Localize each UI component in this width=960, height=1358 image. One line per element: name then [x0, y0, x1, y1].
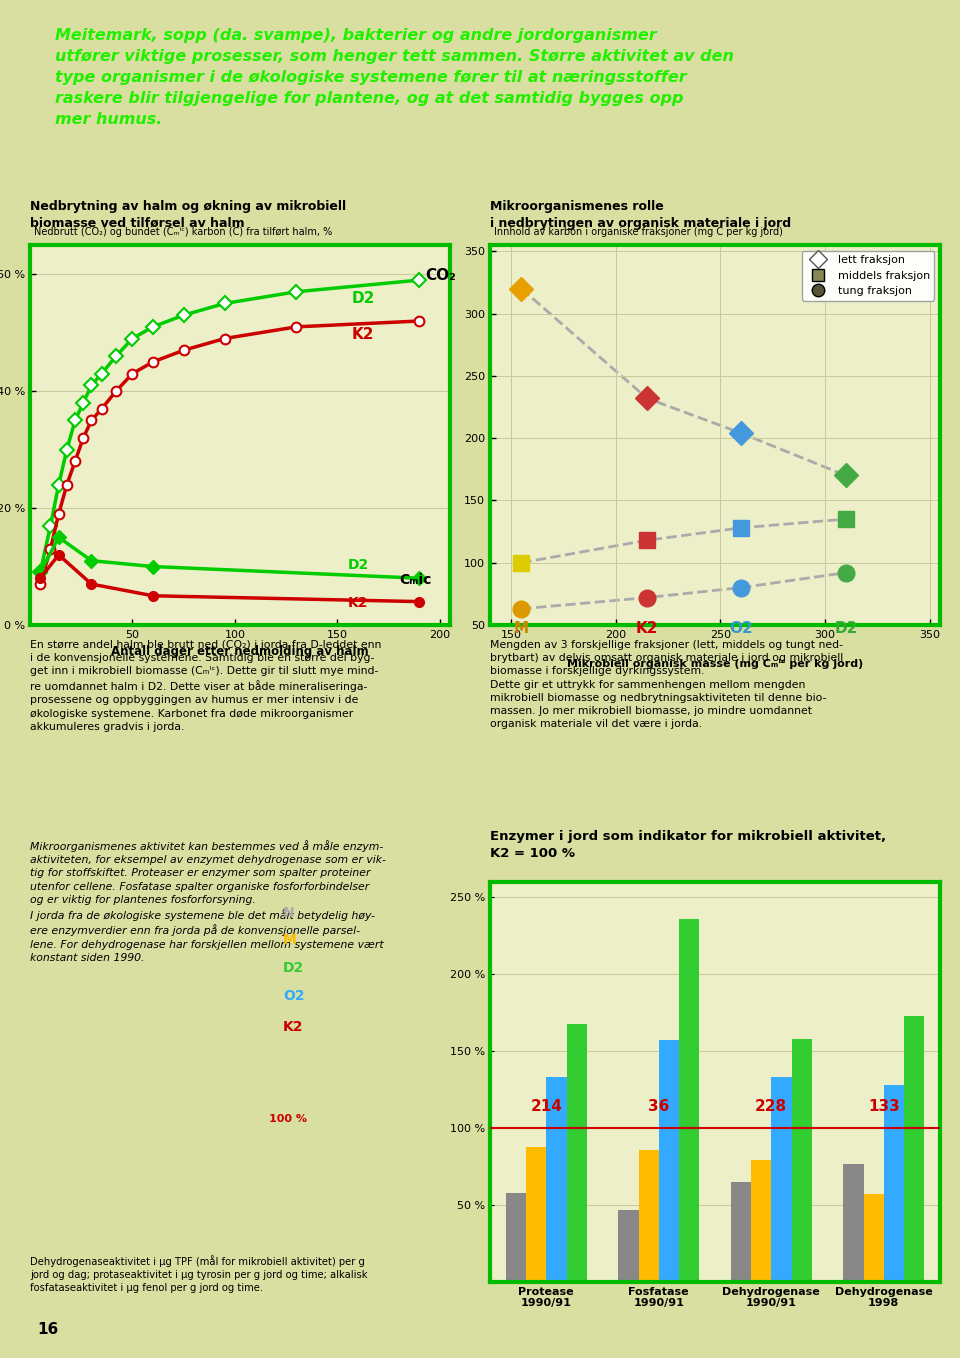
Bar	[659, 1040, 679, 1282]
Text: Dehydrogenaseaktivitet i µg TPF (mål for mikrobiell aktivitet) per g
jord og dag: Dehydrogenaseaktivitet i µg TPF (mål for…	[30, 1255, 368, 1293]
Bar	[566, 1024, 587, 1282]
Text: 228: 228	[756, 1100, 787, 1115]
Text: D2: D2	[283, 961, 304, 975]
Text: 214: 214	[530, 1100, 563, 1115]
Text: Enzymer i jord som indikator for mikrobiell aktivitet,
K2 = 100 %: Enzymer i jord som indikator for mikrobi…	[490, 830, 886, 860]
Bar	[863, 1194, 884, 1282]
Text: En større andel halm ble brutt ned (CO₂) i jorda fra D-leddet enn
i de konvensjo: En større andel halm ble brutt ned (CO₂)…	[30, 640, 381, 732]
Text: D2: D2	[834, 621, 857, 637]
X-axis label: Antall dager etter nedmolding av halm: Antall dager etter nedmolding av halm	[111, 645, 369, 659]
Text: Mikroorganismenes aktivitet kan bestemmes ved å måle enzym-
aktiviteten, for eks: Mikroorganismenes aktivitet kan bestemme…	[30, 841, 386, 963]
Text: Meitemark, sopp (da. svampe), bakterier og andre jordorganismer
utfører viktige : Meitemark, sopp (da. svampe), bakterier …	[55, 29, 733, 128]
Bar	[546, 1077, 566, 1282]
Text: K2: K2	[348, 596, 368, 611]
Bar	[904, 1016, 924, 1282]
Text: Mikroorganismenes rolle
i nedbrytingen av organisk materiale i jord: Mikroorganismenes rolle i nedbrytingen a…	[490, 200, 791, 230]
Text: K2: K2	[283, 1020, 303, 1033]
Text: Nedbrutt (CO₂) og bundet (Cₘᴵᶜ) karbon (C) fra tilført halm, %: Nedbrutt (CO₂) og bundet (Cₘᴵᶜ) karbon (…	[35, 227, 332, 238]
Text: 100 %: 100 %	[270, 1114, 307, 1123]
Text: N: N	[283, 906, 295, 919]
X-axis label: Mikrobiell organisk masse (mg Cₘᴵᶜ per kg jord): Mikrobiell organisk masse (mg Cₘᴵᶜ per k…	[566, 659, 863, 669]
Text: K2: K2	[351, 326, 374, 342]
Text: 36: 36	[648, 1100, 669, 1115]
Text: D2: D2	[351, 292, 375, 307]
Bar	[843, 1164, 863, 1282]
Text: M: M	[514, 621, 529, 637]
Text: O2: O2	[730, 621, 753, 637]
Text: 16: 16	[37, 1321, 59, 1336]
Text: 133: 133	[868, 1100, 900, 1115]
Bar	[731, 1181, 751, 1282]
Text: Innhold av karbon i organiske fraksjoner (mg C per kg jord): Innhold av karbon i organiske fraksjoner…	[494, 227, 783, 238]
Text: Nedbrytning av halm og økning av mikrobiell
biomasse ved tilførsel av halm: Nedbrytning av halm og økning av mikrobi…	[30, 200, 347, 230]
Bar	[618, 1210, 638, 1282]
Text: D2: D2	[348, 558, 369, 573]
Text: M: M	[283, 933, 297, 948]
Text: Cₘic: Cₘic	[398, 573, 431, 587]
Text: Mengden av 3 forskjellige fraksjoner (lett, middels og tungt ned-
brytbart) av d: Mengden av 3 forskjellige fraksjoner (le…	[490, 640, 843, 729]
Bar	[771, 1077, 791, 1282]
Text: O2: O2	[283, 989, 304, 1002]
Text: CO₂: CO₂	[425, 268, 456, 282]
Bar	[884, 1085, 904, 1282]
Bar	[791, 1039, 812, 1282]
Bar	[638, 1150, 659, 1282]
Legend: lett fraksjon, middels fraksjon, tung fraksjon: lett fraksjon, middels fraksjon, tung fr…	[803, 251, 934, 300]
Bar	[751, 1161, 771, 1282]
Bar	[506, 1192, 526, 1282]
Text: K2: K2	[636, 621, 659, 637]
Bar	[526, 1146, 546, 1282]
Bar	[679, 919, 699, 1282]
